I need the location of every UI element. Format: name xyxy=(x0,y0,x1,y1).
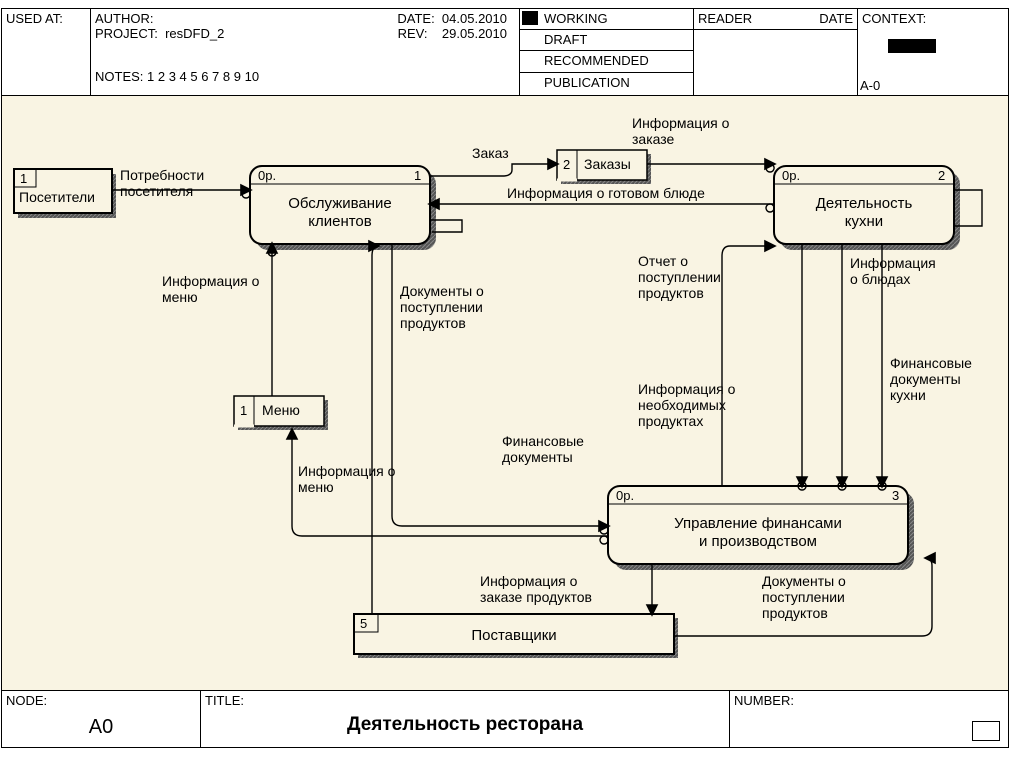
svg-text:Информация о: Информация о xyxy=(298,463,396,479)
svg-text:Информация о: Информация о xyxy=(638,381,736,397)
svg-text:кухни: кухни xyxy=(890,387,926,403)
hdr-rec: RECOMMENDED xyxy=(519,50,694,73)
svg-text:меню: меню xyxy=(162,289,198,305)
svg-text:Финансовые: Финансовые xyxy=(502,433,584,449)
svg-text:Документы о: Документы о xyxy=(762,573,846,589)
svg-text:1: 1 xyxy=(20,171,27,186)
process-service: 0р. 1 Обслуживание клиентов xyxy=(250,166,436,250)
svg-text:Финансовые: Финансовые xyxy=(890,355,972,371)
svg-text:заказе продуктов: заказе продуктов xyxy=(480,589,592,605)
svg-text:2: 2 xyxy=(938,168,945,183)
svg-text:Отчет о: Отчет о xyxy=(638,253,688,269)
svg-text:документы: документы xyxy=(890,371,961,387)
svg-text:0р.: 0р. xyxy=(258,168,276,183)
svg-text:Документы о: Документы о xyxy=(400,283,484,299)
svg-text:0р.: 0р. xyxy=(616,488,634,503)
svg-text:продуктов: продуктов xyxy=(762,605,828,621)
svg-text:продуктов: продуктов xyxy=(638,285,704,301)
svg-text:посетителя: посетителя xyxy=(120,183,193,199)
svg-text:Обслуживание: Обслуживание xyxy=(288,195,392,212)
svg-text:клиентов: клиентов xyxy=(308,213,372,230)
hdr-author-block: AUTHOR:DATE: 04.05.2010 PROJECT: resDFD_… xyxy=(90,8,520,96)
hdr-used-at: USED AT: xyxy=(1,8,91,96)
svg-text:Информация о готовом блюде: Информация о готовом блюде xyxy=(507,185,705,201)
svg-text:Деятельность: Деятельность xyxy=(816,195,913,212)
svg-text:Информация о: Информация о xyxy=(162,273,260,289)
svg-text:и производством: и производством xyxy=(699,533,817,550)
svg-text:о блюдах: о блюдах xyxy=(850,271,910,287)
svg-text:2: 2 xyxy=(563,157,570,172)
ftr-node: NODE: A0 xyxy=(1,690,201,748)
svg-text:Информация: Информация xyxy=(850,255,936,271)
svg-text:5: 5 xyxy=(360,616,367,631)
svg-text:меню: меню xyxy=(298,479,334,495)
svg-text:Информация о: Информация о xyxy=(480,573,578,589)
ext-visitors: 1 Посетители xyxy=(14,169,116,218)
svg-text:необходимых: необходимых xyxy=(638,397,726,413)
hdr-reader-body xyxy=(693,29,858,96)
ext-suppliers: 5 Поставщики xyxy=(354,614,678,658)
svg-text:Управление финансами: Управление финансами xyxy=(674,515,842,532)
process-finance: 0р. 3 Управление финансами и производств… xyxy=(608,486,914,570)
hdr-context: CONTEXT: A-0 xyxy=(857,8,1009,96)
svg-text:поступлении: поступлении xyxy=(638,269,721,285)
hdr-reader: READERDATE xyxy=(693,8,858,30)
ftr-number: NUMBER: xyxy=(729,690,1009,748)
svg-text:кухни: кухни xyxy=(845,213,883,230)
hdr-pub: PUBLICATION xyxy=(519,72,694,96)
svg-text:поступлении: поступлении xyxy=(400,299,483,315)
svg-text:Заказы: Заказы xyxy=(584,156,631,172)
svg-text:Поставщики: Поставщики xyxy=(471,627,556,644)
svg-text:1: 1 xyxy=(414,168,421,183)
svg-text:продуктов: продуктов xyxy=(400,315,466,331)
svg-text:1: 1 xyxy=(240,403,247,418)
svg-text:продуктах: продуктах xyxy=(638,413,703,429)
store-orders: 2 Заказы xyxy=(557,150,651,184)
hdr-working: WORKING xyxy=(519,8,694,30)
process-kitchen: 0р. 2 Деятельность кухни xyxy=(774,166,960,250)
svg-text:Информация о: Информация о xyxy=(632,115,730,131)
svg-text:Потребности: Потребности xyxy=(120,167,204,183)
svg-text:0р.: 0р. xyxy=(782,168,800,183)
ftr-title: TITLE: Деятельность ресторана xyxy=(200,690,730,748)
diagram-canvas: 1 Посетители 0р. 1 Обслуживание клиентов… xyxy=(1,95,1009,691)
svg-text:заказе: заказе xyxy=(632,131,675,147)
svg-text:Посетители: Посетители xyxy=(19,189,95,205)
svg-text:Заказ: Заказ xyxy=(472,145,509,161)
svg-text:3: 3 xyxy=(892,488,899,503)
svg-text:поступлении: поступлении xyxy=(762,589,845,605)
svg-text:документы: документы xyxy=(502,449,573,465)
svg-text:Меню: Меню xyxy=(262,402,300,418)
hdr-draft: DRAFT xyxy=(519,29,694,51)
store-menu: 1 Меню xyxy=(234,396,328,430)
